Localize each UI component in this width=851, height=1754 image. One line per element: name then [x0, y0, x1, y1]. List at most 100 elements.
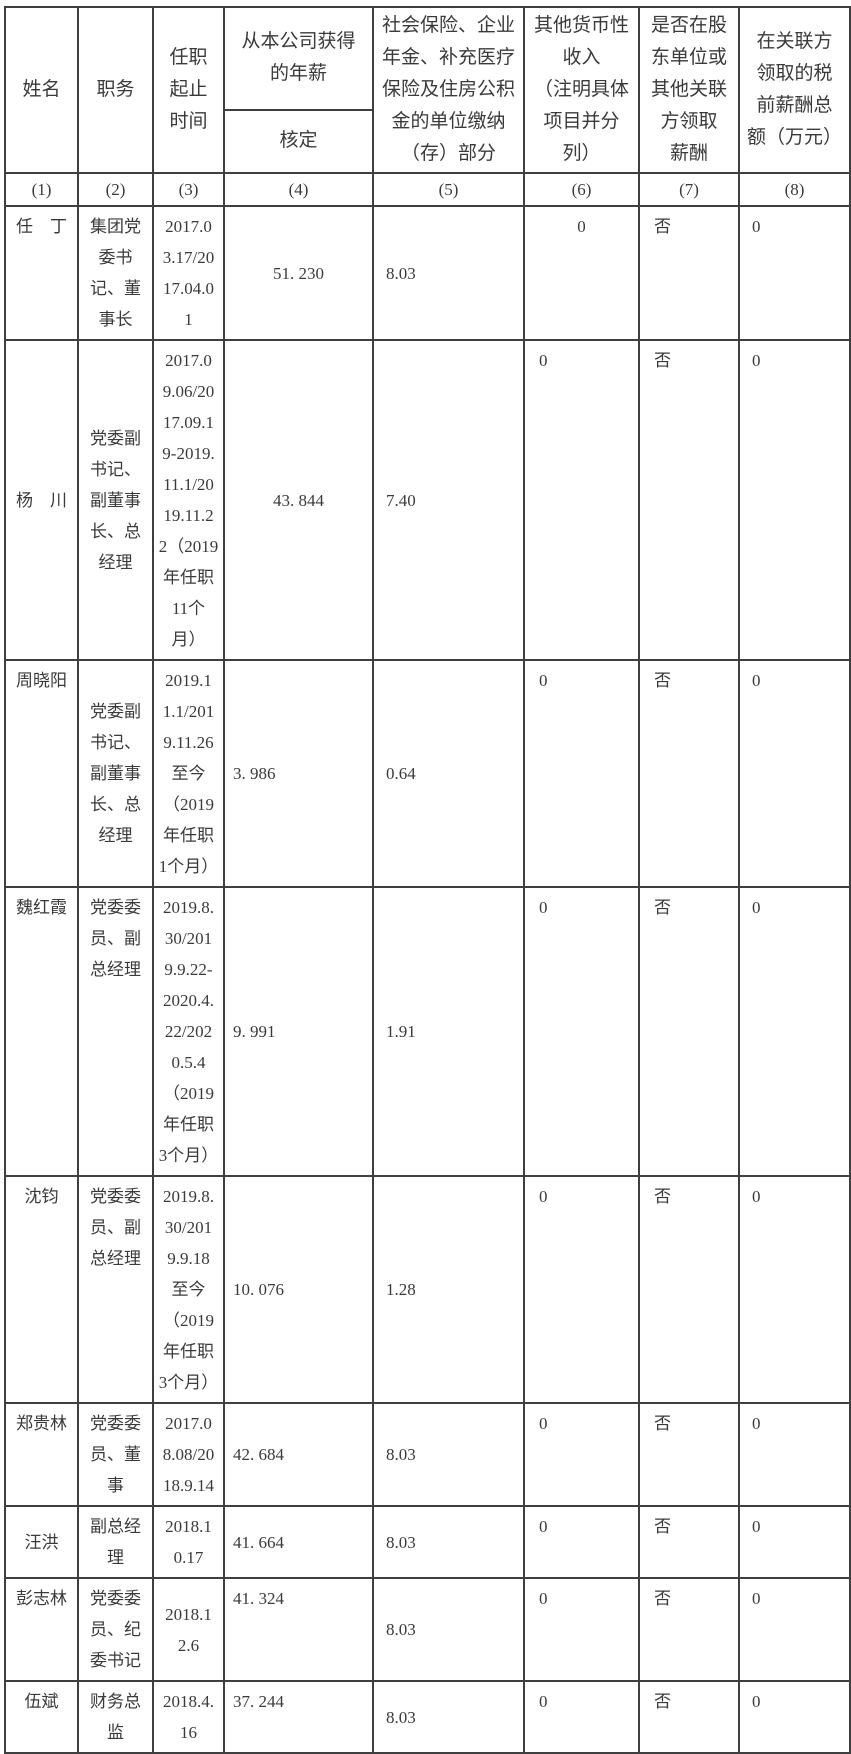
- cell-post: 党委委 员、副 总经理: [77, 886, 154, 1177]
- cell-name: 周晓阳: [4, 659, 79, 888]
- column-number-8: (8): [738, 172, 851, 207]
- cell-related-party: 否: [638, 205, 740, 341]
- table-header: 姓名 职务 任职 起止 时间 从本公司获得 的年薪 社会保险、企业 年金、补充医…: [4, 6, 851, 207]
- cell-term: 2018.1 2.6: [152, 1577, 225, 1682]
- cell-related-total: 0: [738, 659, 851, 888]
- cell-term: 2017.0 9.06/20 17.09.1 9-2019. 11.1/20 1…: [152, 339, 225, 661]
- executive-compensation-table: 姓名 职务 任职 起止 时间 从本公司获得 的年薪 社会保险、企业 年金、补充医…: [4, 6, 851, 1754]
- cell-related-total: 0: [738, 1680, 851, 1754]
- cell-term: 2017.0 8.08/20 18.9.14: [152, 1402, 225, 1507]
- header-term: 任职 起止 时间: [152, 6, 225, 174]
- cell-insurance: 7.40: [372, 339, 525, 661]
- cell-post: 集团党 委书 记、董 事长: [77, 205, 154, 341]
- cell-related-total: 0: [738, 1505, 851, 1579]
- cell-related-party: 否: [638, 1505, 740, 1579]
- cell-insurance: 8.03: [372, 1505, 525, 1579]
- cell-salary: 51. 230: [223, 205, 374, 341]
- table-row: 沈钧 党委委 员、副 总经理 2019.8. 30/201 9.9.18 至今 …: [4, 1175, 851, 1404]
- cell-insurance: 1.28: [372, 1175, 525, 1404]
- table-row: 伍斌 财务总 监 2018.4. 16 37. 244 8.03 0 否 0: [4, 1680, 851, 1754]
- cell-related-total: 0: [738, 1402, 851, 1507]
- cell-insurance: 8.03: [372, 205, 525, 341]
- cell-related-party: 否: [638, 1175, 740, 1404]
- cell-other-income: 0: [523, 1505, 640, 1579]
- header-salary-group: 从本公司获得 的年薪: [223, 6, 374, 111]
- cell-related-party: 否: [638, 339, 740, 661]
- header-other-income: 其他货币性 收入 （注明具体 项目并分 列）: [523, 6, 640, 174]
- cell-other-income: 0: [523, 339, 640, 661]
- cell-term: 2018.1 0.17: [152, 1505, 225, 1579]
- cell-insurance: 0.64: [372, 659, 525, 888]
- cell-other-income: 0: [523, 205, 640, 341]
- column-number-7: (7): [638, 172, 740, 207]
- cell-related-party: 否: [638, 1402, 740, 1507]
- header-row-main: 姓名 职务 任职 起止 时间 从本公司获得 的年薪 社会保险、企业 年金、补充医…: [4, 6, 851, 174]
- cell-related-total: 0: [738, 1175, 851, 1404]
- cell-other-income: 0: [523, 1402, 640, 1507]
- cell-related-total: 0: [738, 205, 851, 341]
- cell-name: 任 丁: [4, 205, 79, 341]
- header-row-sub: 核定: [5, 108, 850, 175]
- column-number-1: (1): [4, 172, 79, 207]
- cell-other-income: 0: [523, 1577, 640, 1682]
- header-insurance: 社会保险、企业 年金、补充医疗 保险及住房公积 金的单位缴纳 （存）部分: [372, 6, 525, 174]
- cell-term: 2017.0 3.17/20 17.04.0 1: [152, 205, 225, 341]
- cell-post: 党委委 员、纪 委书记: [77, 1577, 154, 1682]
- cell-term: 2019.8. 30/201 9.9.22- 2020.4. 22/202 0.…: [152, 886, 225, 1177]
- column-number-6: (6): [523, 172, 640, 207]
- column-number-4: (4): [223, 172, 374, 207]
- header-name: 姓名: [4, 6, 79, 174]
- cell-insurance: 8.03: [372, 1680, 525, 1754]
- cell-post: 党委副 书记、 副董事 长、总 经理: [77, 339, 154, 661]
- table-row: 任 丁 集团党 委书 记、董 事长 2017.0 3.17/20 17.04.0…: [4, 205, 851, 341]
- table-row: 彭志林 党委委 员、纪 委书记 2018.1 2.6 41. 324 8.03 …: [4, 1577, 851, 1682]
- cell-insurance: 8.03: [372, 1577, 525, 1682]
- cell-salary: 3. 986: [223, 659, 374, 888]
- cell-post: 财务总 监: [77, 1680, 154, 1754]
- cell-related-party: 否: [638, 1680, 740, 1754]
- cell-other-income: 0: [523, 659, 640, 888]
- cell-name: 伍斌: [4, 1680, 79, 1754]
- table-row: 杨 川 党委副 书记、 副董事 长、总 经理 2017.0 9.06/20 17…: [4, 339, 851, 661]
- cell-term: 2018.4. 16: [152, 1680, 225, 1754]
- cell-post: 党委委 员、副 总经理: [77, 1175, 154, 1404]
- header-post: 职务: [77, 6, 154, 174]
- cell-other-income: 0: [523, 886, 640, 1177]
- cell-salary: 43. 844: [223, 339, 374, 661]
- cell-other-income: 0: [523, 1175, 640, 1404]
- cell-salary: 37. 244: [223, 1680, 374, 1754]
- cell-salary: 10. 076: [223, 1175, 374, 1404]
- cell-post: 副总经 理: [77, 1505, 154, 1579]
- header-related-total: 在关联方 领取的税 前薪酬总 额（万元）: [738, 6, 851, 174]
- table-row: 汪洪 副总经 理 2018.1 0.17 41. 664 8.03 0 否 0: [4, 1505, 851, 1579]
- cell-related-total: 0: [738, 1577, 851, 1682]
- column-number-5: (5): [372, 172, 525, 207]
- cell-name: 沈钧: [4, 1175, 79, 1404]
- cell-salary: 41. 664: [223, 1505, 374, 1579]
- column-number-3: (3): [152, 172, 225, 207]
- column-number-2: (2): [77, 172, 154, 207]
- header-row-numbers: (1) (2) (3) (4) (5) (6) (7) (8): [4, 172, 851, 207]
- cell-related-party: 否: [638, 659, 740, 888]
- cell-salary: 42. 684: [223, 1402, 374, 1507]
- table-row: 魏红霞 党委委 员、副 总经理 2019.8. 30/201 9.9.22- 2…: [4, 886, 851, 1177]
- cell-name: 汪洪: [4, 1505, 79, 1579]
- table-body: 任 丁 集团党 委书 记、董 事长 2017.0 3.17/20 17.04.0…: [4, 205, 851, 1754]
- cell-name: 魏红霞: [4, 886, 79, 1177]
- cell-other-income: 0: [523, 1680, 640, 1754]
- cell-name: 彭志林: [4, 1577, 79, 1682]
- cell-related-party: 否: [638, 886, 740, 1177]
- cell-insurance: 8.03: [372, 1402, 525, 1507]
- cell-salary: 41. 324: [223, 1577, 374, 1682]
- cell-term: 2019.8. 30/201 9.9.18 至今 （2019 年任职 3个月）: [152, 1175, 225, 1404]
- cell-related-party: 否: [638, 1577, 740, 1682]
- table-row: 郑贵林 党委委 员、董 事 2017.0 8.08/20 18.9.14 42.…: [4, 1402, 851, 1507]
- cell-related-total: 0: [738, 886, 851, 1177]
- header-salary-sub: 核定: [223, 108, 374, 175]
- cell-post: 党委委 员、董 事: [77, 1402, 154, 1507]
- cell-related-total: 0: [738, 339, 851, 661]
- cell-salary: 9. 991: [223, 886, 374, 1177]
- table-row: 周晓阳 党委副 书记、 副董事 长、总 经理 2019.1 1.1/201 9.…: [4, 659, 851, 888]
- cell-name: 杨 川: [4, 339, 79, 661]
- cell-term: 2019.1 1.1/201 9.11.26 至今 （2019 年任职 1个月）: [152, 659, 225, 888]
